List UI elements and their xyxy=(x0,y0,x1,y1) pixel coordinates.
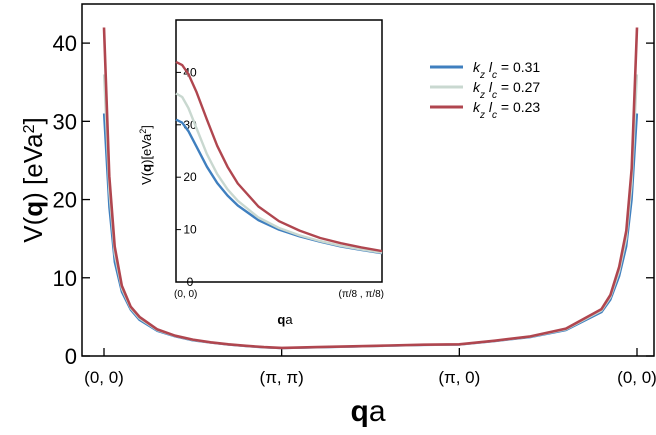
main-x-tick-label: (0, 0) xyxy=(84,368,124,387)
inset-x-tick-label: (0, 0) xyxy=(174,289,197,300)
inset-y-axis-title: V(q)[eVa2] xyxy=(138,125,154,185)
inset-y-tick-label: 0 xyxy=(187,275,194,289)
main-series-line-3 xyxy=(102,27,639,350)
main-x-tick-label: (π, 0) xyxy=(438,368,480,387)
inset-background xyxy=(176,20,382,282)
main-y-tick-label: 10 xyxy=(53,266,77,291)
main-series-lines xyxy=(102,27,639,350)
main-y-tick-label: 30 xyxy=(53,109,77,134)
legend-label: kz lc = 0.31 xyxy=(473,59,540,81)
main-x-tick-label: (π, π) xyxy=(260,368,304,387)
legend-label: kz lc = 0.23 xyxy=(473,99,540,121)
main-x-ticks: (0, 0) (π, π) (π, 0) (0, 0) xyxy=(84,348,656,387)
inset-y-tick-label: 40 xyxy=(183,65,197,79)
inset-x-axis-title: qa xyxy=(277,312,293,327)
main-y-tick-label: 40 xyxy=(53,31,77,56)
main-y-tick-label: 20 xyxy=(53,188,77,213)
inset-plot-frame xyxy=(175,19,383,283)
main-y-axis-title: V(q) [eVa2] xyxy=(18,117,48,242)
main-y-tick-label: 0 xyxy=(65,344,77,369)
inset-y-tick-label: 20 xyxy=(183,170,197,184)
main-plot-frame xyxy=(81,3,655,357)
inset-series-line-2 xyxy=(175,92,383,254)
inset-series-line-3 xyxy=(175,60,383,253)
inset-x-ticks: (0, 0) (π/8 , π/8) xyxy=(174,289,384,300)
inset-y-tick-label: 10 xyxy=(183,223,197,237)
main-y-ticks: 0 10 20 30 40 xyxy=(53,31,654,369)
inset-x-tick-label: (π/8 , π/8) xyxy=(339,289,384,300)
legend-label: kz lc = 0.27 xyxy=(473,79,540,101)
inset-series-lines xyxy=(175,60,383,255)
main-x-axis-title: qa xyxy=(350,395,385,428)
main-x-tick-label: (0, 0) xyxy=(617,368,656,387)
